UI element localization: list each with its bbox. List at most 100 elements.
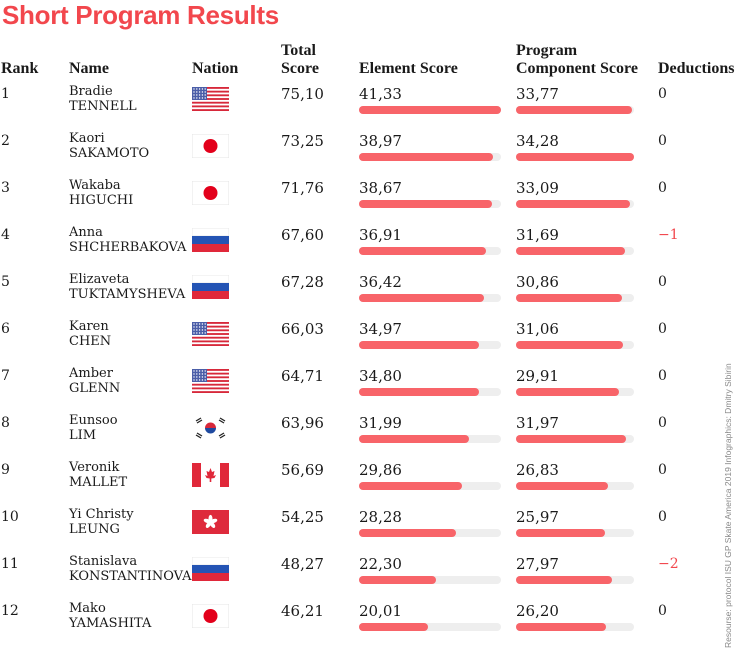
element-score-label: 34,80 xyxy=(359,367,402,385)
element-bar xyxy=(359,435,469,443)
deduction-cell: 0 xyxy=(658,180,667,196)
skater-last-name: SHCHERBAKOVA xyxy=(69,240,187,255)
element-score-label: 20,01 xyxy=(359,602,402,620)
element-score-label: 28,28 xyxy=(359,508,402,526)
element-bar-track xyxy=(359,576,501,584)
skater-last-name: YAMASHITA xyxy=(69,616,152,631)
total-score: 66,03 xyxy=(281,320,324,338)
rank-cell: 8 xyxy=(1,415,10,431)
header-rank: Rank xyxy=(1,60,39,77)
header-pcs-line1: Program xyxy=(516,42,578,59)
element-score-label: 22,30 xyxy=(359,555,402,573)
pcs-score-label: 26,83 xyxy=(516,461,559,479)
element-bar xyxy=(359,247,486,255)
element-bar-track xyxy=(359,529,501,537)
skater-last-name: KONSTANTINOVA xyxy=(69,569,192,584)
skater-first-name: Stanislava xyxy=(69,554,138,569)
element-bar xyxy=(359,576,436,584)
pcs-score-label: 31,06 xyxy=(516,320,559,338)
deduction-cell: 0 xyxy=(658,603,667,619)
pcs-bar-track xyxy=(516,435,634,443)
pcs-score-label: 33,77 xyxy=(516,85,559,103)
deduction-cell: 0 xyxy=(658,368,667,384)
element-bar xyxy=(359,153,493,161)
skater-last-name: LEUNG xyxy=(69,522,120,537)
pcs-bar xyxy=(516,482,609,490)
header-name: Name xyxy=(69,60,109,77)
deduction-cell: −1 xyxy=(658,227,679,243)
total-score: 48,27 xyxy=(281,555,324,573)
pcs-bar xyxy=(516,435,626,443)
pcs-score-label: 31,97 xyxy=(516,414,559,432)
element-bar xyxy=(359,200,492,208)
skater-first-name: Veronik xyxy=(69,460,120,475)
rank-cell: 11 xyxy=(1,556,19,572)
element-score-label: 38,97 xyxy=(359,132,402,150)
element-score-label: 38,67 xyxy=(359,179,402,197)
deduction-cell: 0 xyxy=(658,274,667,290)
pcs-bar-track xyxy=(516,341,634,349)
jp-flag-icon xyxy=(192,134,229,158)
pcs-bar-track xyxy=(516,294,634,302)
element-score-label: 36,42 xyxy=(359,273,402,291)
pcs-bar-track xyxy=(516,623,634,631)
skater-last-name: MALLET xyxy=(69,475,128,490)
us-flag-icon xyxy=(192,369,229,393)
source-credit: Resourse: protocol ISU GP Skate America … xyxy=(723,363,733,648)
rank-cell: 1 xyxy=(1,86,10,102)
deduction-cell: 0 xyxy=(658,415,667,431)
element-bar-track xyxy=(359,153,501,161)
ru-flag-icon xyxy=(192,557,229,581)
skater-last-name: GLENN xyxy=(69,381,121,396)
element-bar xyxy=(359,294,485,302)
element-bar xyxy=(359,529,457,537)
skater-first-name: Karen xyxy=(69,319,109,334)
pcs-score-label: 34,28 xyxy=(516,132,559,150)
element-bar-track xyxy=(359,341,501,349)
pcs-bar-track xyxy=(516,247,634,255)
pcs-bar-track xyxy=(516,388,634,396)
element-score-label: 36,91 xyxy=(359,226,402,244)
element-bar xyxy=(359,341,480,349)
element-bar-track xyxy=(359,106,501,114)
deduction-cell: 0 xyxy=(658,462,667,478)
total-score: 56,69 xyxy=(281,461,324,479)
pcs-score-label: 25,97 xyxy=(516,508,559,526)
element-bar-track xyxy=(359,435,501,443)
element-score-label: 31,99 xyxy=(359,414,402,432)
pcs-bar-track xyxy=(516,153,634,161)
pcs-score-label: 29,91 xyxy=(516,367,559,385)
rank-cell: 12 xyxy=(1,603,19,619)
deduction-cell: −2 xyxy=(658,556,679,572)
pcs-score-label: 26,20 xyxy=(516,602,559,620)
hk-flag-icon xyxy=(192,510,229,534)
pcs-bar-track xyxy=(516,106,634,114)
pcs-bar-track xyxy=(516,482,634,490)
element-bar-track xyxy=(359,388,501,396)
pcs-bar-track xyxy=(516,200,634,208)
jp-flag-icon xyxy=(192,604,229,628)
pcs-bar xyxy=(516,623,607,631)
total-score: 73,25 xyxy=(281,132,324,150)
pcs-bar xyxy=(516,388,619,396)
skater-last-name: HIGUCHI xyxy=(69,193,134,208)
element-bar-track xyxy=(359,247,501,255)
total-score: 67,28 xyxy=(281,273,324,291)
rank-cell: 4 xyxy=(1,227,10,243)
chart-title: Short Program Results xyxy=(2,0,279,30)
header-total-line2: Score xyxy=(281,60,319,77)
total-score: 64,71 xyxy=(281,367,324,385)
jp-flag-icon xyxy=(192,181,229,205)
rank-cell: 10 xyxy=(1,509,19,525)
element-bar xyxy=(359,623,428,631)
ca-flag-icon xyxy=(192,463,229,487)
skater-first-name: Bradie xyxy=(69,84,113,99)
total-score: 75,10 xyxy=(281,85,324,103)
total-score: 46,21 xyxy=(281,602,324,620)
total-score: 71,76 xyxy=(281,179,324,197)
rank-cell: 6 xyxy=(1,321,10,337)
element-score-label: 29,86 xyxy=(359,461,402,479)
element-score-label: 41,33 xyxy=(359,85,402,103)
element-score-label: 34,97 xyxy=(359,320,402,338)
rank-cell: 7 xyxy=(1,368,10,384)
